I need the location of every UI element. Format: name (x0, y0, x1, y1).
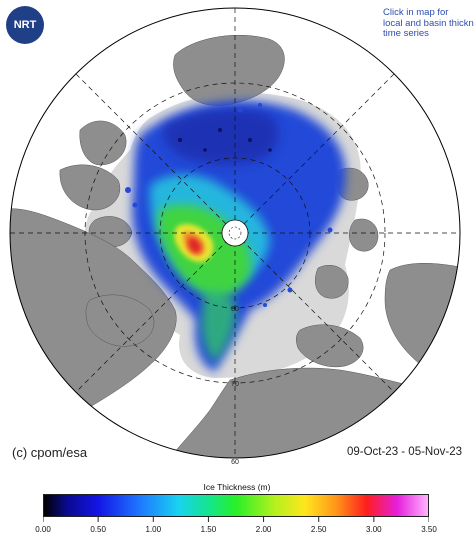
colorbar-tick-label: 0.50 (90, 525, 106, 534)
hint-line-2: local and basin thickness (383, 17, 474, 29)
colorbar-tick-label: 2.00 (255, 525, 272, 534)
latitude-label-60: 60 (231, 459, 239, 466)
colorbar-tick-marks (43, 517, 429, 522)
pole-hole (221, 219, 249, 247)
map-frame (9, 7, 461, 459)
date-range-label: 09-Oct-23 - 05-Nov-23 (346, 446, 462, 458)
hint-line-1: Click in map for (383, 8, 449, 18)
nrt-badge-button[interactable]: NRT (6, 6, 44, 44)
hint-line-3: time series (383, 28, 429, 39)
colorbar-tick-label: 1.00 (145, 525, 162, 534)
colorbar-tick-label: 1.50 (200, 525, 217, 534)
map-click-hint: Click in map for local and basin thickne… (383, 8, 474, 40)
latitude-label-70: 70 (231, 381, 239, 388)
colorbar-tick-label: 3.00 (366, 525, 382, 534)
arctic-sea-ice-thickness-map[interactable]: 80 70 60 (0, 0, 474, 470)
colorbar-tick-label: 2.50 (310, 525, 327, 534)
colorbar-tick-label: 0.00 (35, 525, 51, 534)
colorbar-title: Ice Thickness (m) (203, 482, 271, 492)
latitude-label-80: 80 (231, 306, 239, 313)
colorbar (43, 494, 429, 517)
copyright-credit: (c) cpom/esa (12, 445, 88, 460)
colorbar-tick-label: 3.50 (421, 525, 437, 534)
